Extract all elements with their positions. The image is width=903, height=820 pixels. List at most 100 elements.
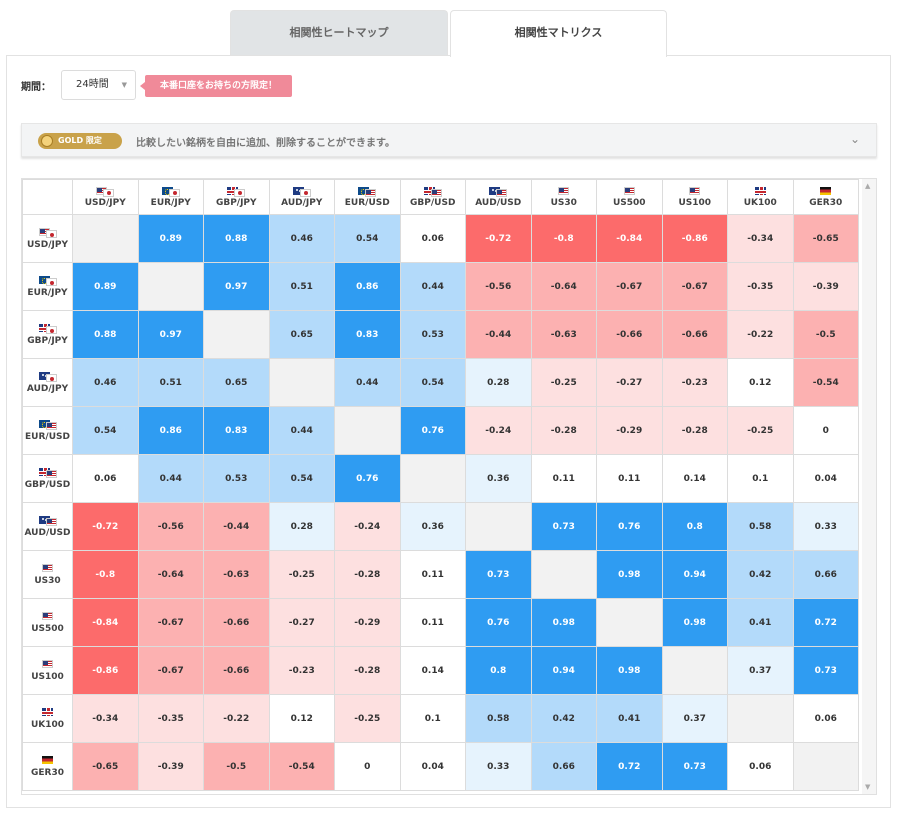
correlation-cell: 0.73: [792, 646, 859, 695]
correlation-cell: 0.94: [530, 646, 597, 695]
scroll-down-icon[interactable]: ▼: [865, 783, 871, 791]
correlation-cell: 0.53: [203, 454, 270, 503]
diagonal-cell: [268, 358, 335, 407]
correlation-matrix: USD/JPY EUR/JPY GBP/JPY AUD/JPY EUR/USD GBP/U…: [21, 178, 877, 795]
correlation-cell: -0.66: [596, 310, 663, 359]
column-header[interactable]: GBP/JPY: [203, 179, 270, 215]
diagonal-cell: [727, 694, 794, 743]
table-row: USD/JPY 0.89 0.88 0.46 0.54 0.06 -0.72 -0.8 -0.8…: [22, 214, 859, 263]
correlation-cell: -0.8: [530, 214, 597, 263]
column-header[interactable]: US500: [596, 179, 663, 215]
flag-icon: [358, 186, 377, 197]
correlation-cell: 0.89: [72, 262, 139, 311]
correlation-cell: -0.63: [203, 550, 270, 599]
correlation-cell: -0.35: [727, 262, 794, 311]
scrollbar[interactable]: ▲ ▼: [862, 179, 876, 794]
tab-matrix[interactable]: 相関性マトリクス: [450, 10, 667, 57]
correlation-table: USD/JPY EUR/JPY GBP/JPY AUD/JPY EUR/USD GBP/U…: [22, 179, 859, 791]
row-header[interactable]: AUD/USD: [22, 502, 73, 551]
column-header-label: UK100: [743, 198, 777, 208]
row-header[interactable]: GBP/USD: [22, 454, 73, 503]
correlation-cell: 0.44: [334, 358, 401, 407]
table-row: EUR/JPY 0.89 0.97 0.51 0.86 0.44 -0.56 -0.64 -0.…: [22, 262, 859, 311]
row-header[interactable]: GBP/JPY: [22, 310, 73, 359]
column-header[interactable]: GER30: [792, 179, 859, 215]
correlation-cell: -0.34: [72, 694, 139, 743]
correlation-cell: 0.66: [530, 742, 597, 791]
correlation-cell: -0.44: [203, 502, 270, 551]
correlation-cell: 0.73: [465, 550, 532, 599]
correlation-cell: -0.67: [596, 262, 663, 311]
correlation-cell: 0.76: [596, 502, 663, 551]
correlation-cell: 0.73: [530, 502, 597, 551]
column-header[interactable]: EUR/USD: [334, 179, 401, 215]
correlation-cell: -0.56: [465, 262, 532, 311]
row-header[interactable]: AUD/JPY: [22, 358, 73, 407]
column-header-label: AUD/JPY: [281, 198, 323, 208]
correlation-cell: -0.25: [530, 358, 597, 407]
correlation-cell: 0.11: [399, 598, 466, 647]
column-header[interactable]: AUD/JPY: [268, 179, 335, 215]
correlation-cell: -0.65: [792, 214, 859, 263]
correlation-cell: 0.06: [72, 454, 139, 503]
correlation-cell: 0.46: [72, 358, 139, 407]
flag-icon: [754, 186, 766, 195]
correlation-cell: -0.28: [334, 646, 401, 695]
row-header[interactable]: EUR/USD: [22, 406, 73, 455]
flag-icon: [623, 186, 635, 195]
period-select[interactable]: 24時間 ▼: [61, 70, 136, 100]
correlation-cell: -0.64: [530, 262, 597, 311]
correlation-cell: 0.14: [661, 454, 728, 503]
correlation-cell: 0.51: [268, 262, 335, 311]
correlation-cell: -0.28: [334, 550, 401, 599]
row-header[interactable]: EUR/JPY: [22, 262, 73, 311]
expand-chevron-icon[interactable]: ⌄: [849, 132, 860, 146]
row-header[interactable]: US500: [22, 598, 73, 647]
correlation-cell: 0.86: [137, 406, 204, 455]
column-header[interactable]: US30: [530, 179, 597, 215]
column-header-label: GBP/USD: [410, 198, 456, 208]
correlation-cell: -0.86: [72, 646, 139, 695]
correlation-cell: 0.11: [596, 454, 663, 503]
row-header[interactable]: GER30: [22, 742, 73, 791]
gold-feature-bar[interactable]: GOLD 限定 比較したい銘柄を自由に追加、削除することができます。 ⌄: [21, 123, 877, 157]
row-header[interactable]: US100: [22, 646, 73, 695]
column-header[interactable]: AUD/USD: [465, 179, 532, 215]
correlation-cell: -0.86: [661, 214, 728, 263]
correlation-cell: -0.25: [727, 406, 794, 455]
correlation-cell: 0.33: [465, 742, 532, 791]
column-header[interactable]: UK100: [727, 179, 794, 215]
correlation-cell: -0.28: [530, 406, 597, 455]
correlation-cell: -0.8: [72, 550, 139, 599]
row-header-label: UK100: [30, 719, 65, 730]
correlation-cell: 0.42: [530, 694, 597, 743]
matrix-corner: [22, 179, 73, 215]
correlation-cell: -0.67: [137, 598, 204, 647]
table-row: AUD/USD -0.72 -0.56 -0.44 0.28 -0.24 0.36 0.73 0…: [22, 502, 859, 551]
row-header-label: AUD/USD: [24, 527, 71, 538]
column-header[interactable]: GBP/USD: [399, 179, 466, 215]
correlation-cell: 0.12: [727, 358, 794, 407]
correlation-cell: -0.54: [268, 742, 335, 791]
scroll-up-icon[interactable]: ▲: [865, 182, 871, 190]
table-row: GBP/USD 0.06 0.44 0.53 0.54 0.76 0.36 0.11 0.11 0…: [22, 454, 859, 503]
column-header[interactable]: US100: [661, 179, 728, 215]
gold-badge: GOLD 限定: [38, 133, 122, 149]
row-header[interactable]: UK100: [22, 694, 73, 743]
column-header[interactable]: EUR/JPY: [137, 179, 204, 215]
table-row: EUR/USD 0.54 0.86 0.83 0.44 0.76 -0.24 -0.28 -0.…: [22, 406, 859, 455]
tab-heatmap[interactable]: 相関性ヒートマップ: [230, 10, 448, 56]
column-header[interactable]: USD/JPY: [72, 179, 139, 215]
correlation-cell: 0.98: [596, 550, 663, 599]
correlation-cell: 0.54: [72, 406, 139, 455]
correlation-cell: 0.76: [334, 454, 401, 503]
correlation-cell: 0.94: [661, 550, 728, 599]
row-header[interactable]: USD/JPY: [22, 214, 73, 263]
matrix-panel: 期間： 24時間 ▼ 本番口座をお持ちの方限定！ GOLD 限定 比較したい銘柄…: [6, 55, 891, 808]
flag-icon: [42, 708, 53, 716]
correlation-cell: 0.1: [399, 694, 466, 743]
correlation-cell: 0.28: [465, 358, 532, 407]
diagonal-cell: [72, 214, 139, 263]
row-header[interactable]: US30: [22, 550, 73, 599]
flag-icon: [292, 186, 311, 197]
